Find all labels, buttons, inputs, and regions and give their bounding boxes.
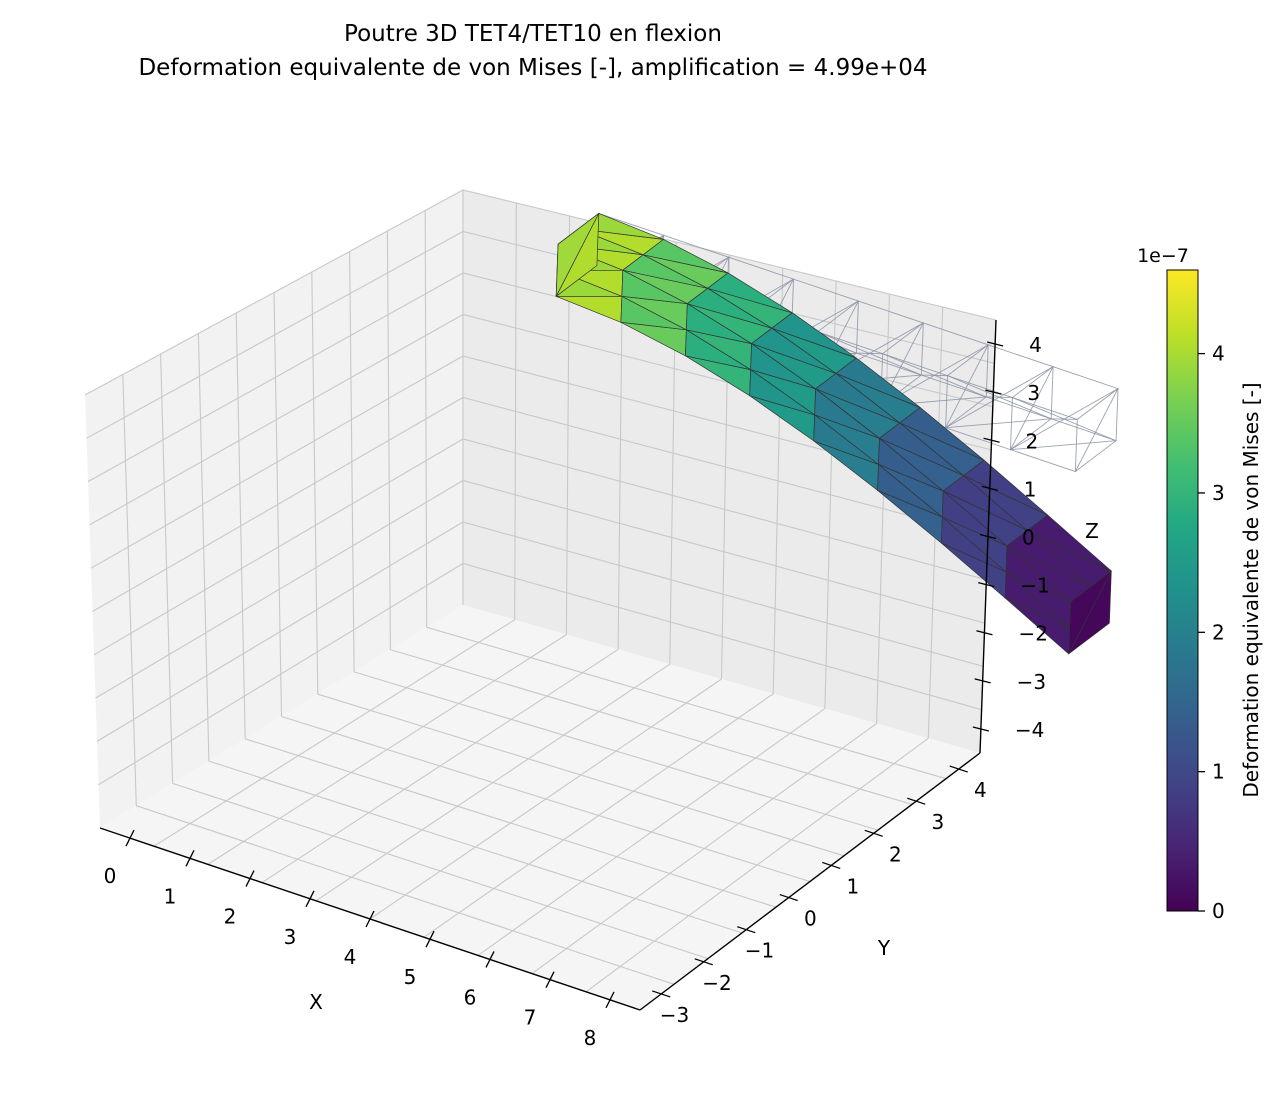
mesh-element <box>771 312 857 359</box>
y-tick-label: 3 <box>932 810 945 834</box>
title-line-1: Poutre 3D TET4/TET10 en flexion <box>344 21 722 47</box>
y-tick-mark <box>949 765 968 773</box>
y-tick-mark <box>822 861 841 870</box>
z-tick-label: −1 <box>1020 574 1049 598</box>
x-tick-mark <box>245 870 255 887</box>
x-tick-label: 3 <box>284 925 297 949</box>
x-tick-mark <box>185 850 195 867</box>
colorbar-label: Deformation equivalente de von Mises [-] <box>1239 382 1263 797</box>
x-tick-label: 2 <box>224 905 237 929</box>
colorbar-offset-text: 1e−7 <box>1137 245 1189 267</box>
floor-pane <box>100 605 980 1010</box>
mesh-element <box>1068 570 1112 655</box>
z-tick-mark <box>981 485 998 492</box>
colorbar-tick-label: 4 <box>1212 342 1225 366</box>
z-tick-mark <box>983 437 1000 443</box>
x-tick-mark <box>545 971 555 988</box>
z-tick-label: 1 <box>1024 477 1037 501</box>
x-tick-label: 4 <box>344 945 357 969</box>
z-tick-label: −2 <box>1018 622 1047 646</box>
y-tick-label: −1 <box>745 939 774 963</box>
back-panes <box>85 190 996 1010</box>
colorbar-tick-label: 0 <box>1212 899 1225 923</box>
x-tick-label: 5 <box>404 965 417 989</box>
y-tick-mark <box>737 926 756 934</box>
mesh-element <box>642 239 729 274</box>
z-tick-label: 2 <box>1026 429 1039 453</box>
x-tick-label: 6 <box>464 985 477 1009</box>
z-tick-mark <box>985 389 1002 395</box>
z-tick-mark <box>986 341 1004 347</box>
colorbar-ticks: 0 1 2 3 4 <box>1198 342 1225 923</box>
colorbar: 0 1 2 3 4 1e−7 Deformation equivalente de vo… <box>1137 245 1263 923</box>
x-tick-mark <box>365 910 375 928</box>
z-tick-label: 0 <box>1022 526 1035 550</box>
y-tick-mark <box>864 829 883 837</box>
x-tick-label: 0 <box>104 864 117 888</box>
y-tick-mark <box>907 797 926 805</box>
z-tick-mark <box>976 630 993 636</box>
z-tick-label: 4 <box>1029 333 1042 357</box>
y-tick-label: 4 <box>974 778 987 802</box>
y-tick-mark <box>779 893 798 902</box>
x-ticks: 0 1 2 3 4 5 6 7 8 <box>104 829 615 1050</box>
mesh-element <box>1026 514 1112 572</box>
y-tick-mark <box>652 990 671 998</box>
z-tick-label: −3 <box>1017 670 1046 694</box>
colorbar-tick-label: 2 <box>1212 620 1225 644</box>
x-tick-label: 8 <box>584 1026 597 1050</box>
x-tick-mark <box>605 991 615 1009</box>
y-tick-label: −2 <box>702 971 731 995</box>
z-tick-mark <box>978 581 995 588</box>
deformed-beam <box>555 213 1112 655</box>
y-tick-label: 1 <box>847 874 860 898</box>
z-tick-mark <box>974 678 991 684</box>
mesh-element <box>899 407 985 461</box>
y-axis-label: Y <box>877 936 891 960</box>
x-tick-mark <box>425 930 435 948</box>
mesh-element <box>555 213 600 297</box>
mesh-element <box>835 357 921 408</box>
x-tick-label: 1 <box>164 884 177 908</box>
x-tick-mark <box>485 951 495 968</box>
y-tick-mark <box>694 958 713 966</box>
colorbar-tick-label: 1 <box>1212 760 1225 784</box>
z-tick-label: −4 <box>1015 718 1044 742</box>
title-line-2: Deformation equivalente de von Mises [-]… <box>138 55 927 81</box>
x-tick-mark <box>305 890 315 908</box>
colorbar-tick-label: 3 <box>1212 481 1225 505</box>
x-axis-label: X <box>309 990 323 1014</box>
y-tick-label: 2 <box>889 842 902 866</box>
y-tick-label: −3 <box>660 1003 689 1027</box>
z-tick-mark <box>979 533 997 540</box>
x-tick-label: 7 <box>524 1006 537 1030</box>
z-axis-label: Z <box>1085 519 1099 543</box>
x-tick-mark <box>125 829 135 847</box>
y-ticks: −3 −2 −1 0 1 2 3 4 <box>652 765 987 1027</box>
y-tick-label: 0 <box>804 907 817 931</box>
left-pane <box>85 190 463 828</box>
mesh-element <box>963 459 1049 516</box>
y-axis-line <box>639 752 981 1011</box>
mesh-element <box>707 272 793 314</box>
z-tick-label: 3 <box>1027 381 1040 405</box>
z-ticks: −4 −3 −2 −1 0 1 2 3 4 <box>972 333 1050 742</box>
z-tick-mark <box>972 726 990 732</box>
colorbar-gradient <box>1166 269 1199 912</box>
